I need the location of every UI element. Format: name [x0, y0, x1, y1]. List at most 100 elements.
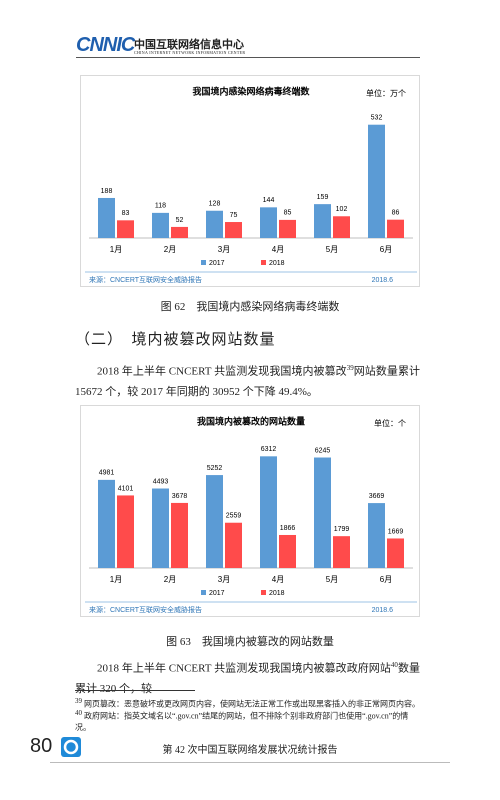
bar [117, 495, 134, 568]
bar [117, 220, 134, 238]
x-tick-label: 6月 [380, 245, 392, 254]
legend-swatch [261, 590, 266, 595]
x-tick-label: 2月 [164, 245, 176, 254]
legend-label: 2017 [209, 590, 225, 597]
text: 数量累计 320 个，较 [75, 662, 420, 695]
bar [368, 124, 385, 238]
x-tick-label: 3月 [218, 245, 230, 254]
header-rule [76, 57, 420, 58]
footnote-ref: 40 [390, 661, 398, 669]
bar [333, 536, 350, 568]
legend-label: 2017 [209, 260, 225, 267]
bar [368, 503, 385, 568]
bar [171, 502, 188, 568]
bar [206, 210, 223, 238]
bar [152, 488, 169, 568]
source: 来源：CNCERT互联网安全威胁报告 [89, 275, 202, 284]
org-cn: 中国互联网络信息中心 [134, 39, 244, 51]
source: 来源：CNCERT互联网安全威胁报告 [89, 605, 202, 614]
data-label: 85 [284, 210, 292, 217]
data-label: 83 [122, 210, 130, 217]
section-heading: （二） 境内被篡改网站数量 [75, 332, 276, 348]
data-label: 75 [230, 212, 238, 219]
legend-swatch [201, 590, 206, 595]
data-label: 1669 [388, 528, 404, 535]
bar [206, 475, 223, 568]
text: 网站数量累计 15672 个，较 2017 年同期的 30952 个下降 49.… [75, 365, 420, 398]
data-label: 532 [371, 115, 383, 122]
data-label: 118 [155, 203, 166, 210]
text: 2018 年上半年 CNCERT 共监测发现我国境内被篡改政府网站 [97, 662, 391, 675]
bar [387, 538, 404, 568]
source-date: 2018.6 [372, 277, 394, 284]
x-tick-label: 2月 [164, 575, 176, 584]
data-label: 4101 [118, 485, 134, 492]
unit-label: 单位：个 [374, 418, 406, 428]
paragraph: 2018 年上半年 CNCERT 共监测发现我国境内被篡改39网站数量累计 15… [75, 358, 420, 402]
data-label: 1799 [334, 526, 350, 533]
data-label: 102 [336, 206, 348, 213]
x-tick-label: 4月 [272, 575, 284, 584]
x-tick-label: 4月 [272, 245, 284, 254]
text: 2018 年上半年 CNCERT 共监测发现我国境内被篡改 [97, 365, 347, 378]
bar [314, 204, 331, 238]
footnote-ref: 39 [346, 364, 354, 372]
source-date: 2018.6 [372, 607, 394, 614]
bar [260, 207, 277, 238]
chart-title: 我国境内被篡改的网站数量 [197, 415, 305, 426]
bar [98, 479, 115, 568]
footer-rule [50, 762, 450, 763]
unit-label: 单位：万个 [366, 88, 406, 98]
data-label: 159 [317, 194, 329, 201]
footnote-num: 40 [75, 709, 82, 717]
data-label: 128 [209, 201, 221, 208]
bar [98, 197, 115, 238]
data-label: 4493 [153, 478, 169, 485]
footnote-text: 网页篡改：恶意破坏或更改网页内容，使网站无法正常工作或出现黑客插入的非正常网页内… [84, 699, 420, 709]
bar [152, 212, 169, 238]
x-tick-label: 5月 [326, 245, 338, 254]
logo: CNNIC [76, 34, 135, 56]
caption: 图 63 我国境内被篡改的网站数量 [166, 636, 334, 648]
chart-title: 我国境内感染网络病毒终端数 [192, 85, 310, 96]
caption: 图 62 我国境内感染网络病毒终端数 [160, 301, 340, 313]
footnote: 39 网页篡改：恶意破坏或更改网页内容，使网站无法正常工作或出现黑客插入的非正常… [75, 696, 420, 710]
footer-title: 第 42 次中国互联网络发展状况统计报告 [162, 745, 338, 756]
bar [260, 456, 277, 568]
x-tick-label: 1月 [110, 575, 122, 584]
x-tick-label: 5月 [326, 575, 338, 584]
legend-label: 2018 [269, 590, 285, 597]
footnote-text: 政府网站：指英文域名以“.gov.cn”结尾的网站，但不排除个别非政府部门也使用… [75, 711, 409, 732]
paragraph: 2018 年上半年 CNCERT 共监测发现我国境内被篡改政府网站40数量累计 … [75, 655, 420, 699]
data-label: 6245 [315, 447, 331, 454]
page-number: 80 [30, 735, 53, 757]
chart: 我国境内感染网络病毒终端数 单位：万个 1月 188 83 2月 118 52 3月 128 75 4… [80, 75, 420, 287]
bar [387, 219, 404, 238]
data-label: 2559 [226, 513, 242, 520]
org-en: CHINA INTERNET NETWORK INFORMATION CENTE… [134, 50, 246, 55]
bar [171, 226, 188, 238]
bar [333, 216, 350, 238]
x-tick-label: 1月 [110, 245, 122, 254]
chart: 我国境内被篡改的网站数量 单位：个 1月 4981 4101 2月 4493 3678 3月 52… [80, 405, 420, 617]
data-label: 3678 [172, 493, 188, 500]
data-label: 188 [101, 188, 113, 195]
bar [279, 219, 296, 238]
data-label: 3669 [369, 493, 385, 500]
footnote: 40 政府网站：指英文域名以“.gov.cn”结尾的网站，但不排除个别非政府部门… [75, 708, 420, 733]
footnote-rule [75, 690, 195, 691]
bar [225, 222, 242, 238]
data-label: 6312 [261, 446, 277, 453]
bar [279, 534, 296, 568]
data-label: 1866 [280, 525, 296, 532]
footer-icon [61, 737, 81, 757]
data-label: 86 [392, 210, 400, 217]
legend-swatch [261, 260, 266, 265]
bar [314, 457, 331, 568]
data-label: 4981 [99, 470, 115, 477]
x-tick-label: 6月 [380, 575, 392, 584]
data-label: 5252 [207, 465, 223, 472]
legend-label: 2018 [269, 260, 285, 267]
footnote-num: 39 [75, 697, 82, 705]
data-label: 52 [176, 217, 184, 224]
